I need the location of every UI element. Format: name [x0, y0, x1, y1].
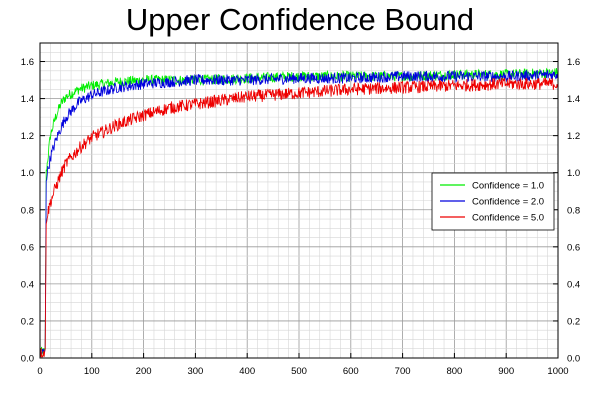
y-tick-label: 0.8: [21, 205, 34, 216]
y-tick-label: 0.0: [21, 354, 34, 365]
y-tick-label-right: 0.4: [567, 279, 580, 290]
x-tick-label: 700: [395, 366, 411, 377]
y-tick-label-right: 1.0: [567, 168, 580, 179]
y-tick-label-right: 1.6: [567, 57, 580, 68]
series-line-confidence-5-0: [39, 77, 559, 358]
y-tick-label-right: 1.4: [567, 94, 580, 105]
legend: Confidence = 1.0 Confidence = 2.0 Confiden…: [431, 172, 555, 231]
y-tick-label: 0.2: [21, 316, 34, 327]
y-tick-label: 1.4: [21, 94, 34, 105]
legend-label: Confidence = 5.0: [472, 213, 544, 224]
y-tick-label: 1.2: [21, 131, 34, 142]
y-tick-label: 1.0: [21, 168, 34, 179]
x-tick-label: 0: [37, 366, 42, 377]
axis-ticks: 0 100 200 300 400 500 600 700 800 900 10000.00.20.…: [21, 57, 580, 377]
x-tick-label: 1000: [547, 366, 568, 377]
y-tick-label-right: 1.2: [567, 131, 580, 142]
y-tick-label-right: 0.6: [567, 242, 580, 253]
x-tick-label: 400: [239, 366, 255, 377]
x-tick-label: 600: [343, 366, 359, 377]
x-tick-label: 900: [498, 366, 514, 377]
y-tick-label-right: 0.8: [567, 205, 580, 216]
legend-label: Confidence = 2.0: [472, 197, 544, 208]
x-tick-label: 200: [136, 366, 152, 377]
x-tick-label: 800: [446, 366, 462, 377]
series-layer: [39, 67, 559, 358]
y-tick-label: 1.6: [21, 57, 34, 68]
chart-title: Upper Confidence Bound: [125, 2, 475, 37]
y-tick-label-right: 0.0: [567, 354, 580, 365]
legend-label: Confidence = 1.0: [472, 181, 544, 192]
y-tick-label: 0.4: [21, 279, 34, 290]
y-tick-label-right: 0.2: [567, 316, 580, 327]
x-tick-label: 300: [187, 366, 203, 377]
x-tick-label: 500: [291, 366, 307, 377]
y-tick-label: 0.6: [21, 242, 34, 253]
x-tick-label: 100: [84, 366, 100, 377]
